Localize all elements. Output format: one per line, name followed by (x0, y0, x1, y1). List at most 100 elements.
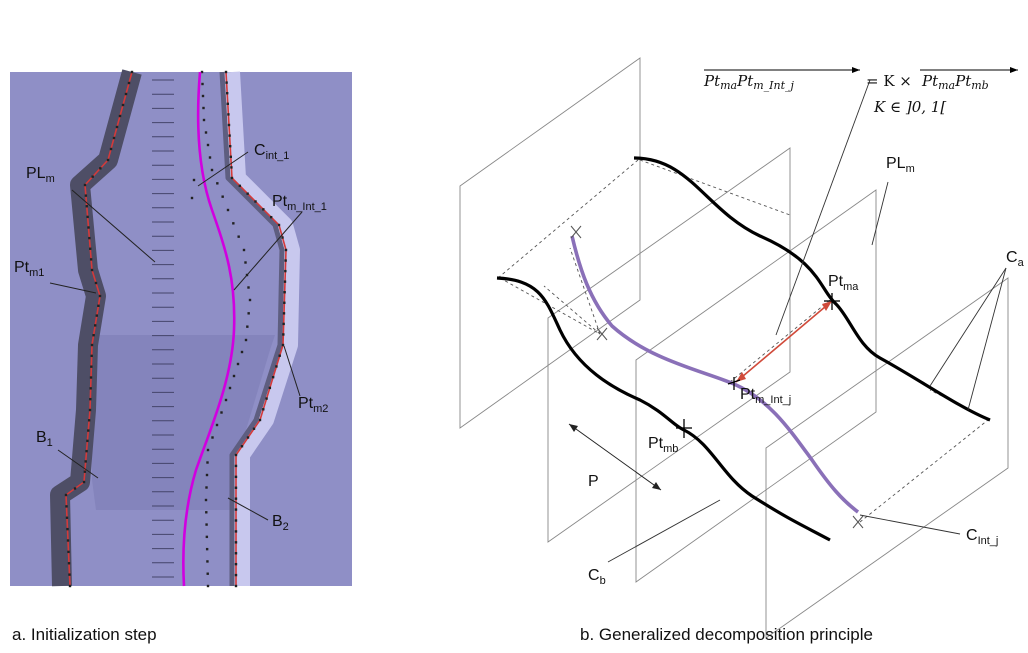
int-point (247, 312, 250, 315)
b1-point (89, 258, 93, 261)
int-point (201, 94, 205, 98)
b1-point (67, 562, 71, 565)
constraint: K ∈ ]0, 1[ (873, 98, 946, 116)
b1-point (68, 573, 71, 576)
int-point (206, 560, 209, 563)
b1-point (90, 268, 94, 272)
b2-point (268, 386, 272, 390)
small-markers (570, 225, 864, 529)
int-point (247, 286, 250, 289)
b1-point (118, 114, 122, 118)
b2-points (224, 70, 288, 588)
b2-point (246, 192, 249, 195)
vector-arrowhead-1 (822, 301, 832, 311)
b1-point (109, 147, 113, 151)
int-point (221, 195, 224, 198)
right-highlight (224, 71, 300, 586)
b1-point (95, 314, 98, 317)
b1-point (85, 449, 88, 453)
b1-point (87, 226, 90, 229)
curve-c-b (496, 276, 831, 542)
b2-point (283, 291, 286, 294)
plane-2 (547, 147, 791, 543)
b2-point (234, 541, 238, 544)
vector-pt-ma-pt-mint (735, 300, 833, 383)
int-point (205, 486, 208, 489)
b2-point (258, 418, 262, 422)
b2-point (275, 365, 278, 368)
b1-point (67, 550, 70, 554)
b2-point (271, 375, 275, 379)
int-point (232, 222, 235, 225)
b1-point (124, 92, 128, 96)
int-point (201, 82, 204, 86)
plane-4 (765, 277, 1009, 639)
b2-point (228, 134, 231, 137)
b1-point (99, 167, 102, 170)
b2-point (234, 530, 238, 533)
b1-point (88, 236, 91, 240)
b1-point (89, 387, 92, 390)
b2-point (240, 445, 244, 448)
b1-point (90, 365, 93, 368)
planes (459, 57, 1009, 639)
b2-point (234, 584, 238, 588)
b1-point (92, 334, 95, 337)
b1-point (66, 527, 69, 531)
b1-points (64, 70, 134, 588)
int-point (211, 436, 214, 439)
b2-point (234, 519, 238, 522)
int-point (242, 248, 246, 252)
markers (676, 293, 840, 438)
b2-point (284, 269, 287, 273)
panel-a-leaders (49, 151, 303, 521)
b2-point (252, 427, 256, 430)
int-point (204, 131, 208, 134)
int-point (206, 461, 209, 464)
int-point (200, 70, 204, 74)
dashed-lines (497, 159, 991, 523)
int-point (236, 362, 240, 366)
int-point (237, 235, 240, 238)
int-point (208, 156, 212, 159)
b1-point (83, 183, 87, 187)
b1-point (115, 125, 119, 129)
caption-b: b. Generalized decomposition principle (580, 625, 873, 644)
b2-point (246, 436, 250, 439)
b2-point (234, 497, 238, 500)
vector-arrowhead-2 (736, 372, 746, 382)
b1-point (94, 324, 97, 327)
b2-point (281, 236, 284, 239)
equation: PtmaPtm_Int_j = K × PtmaPtmb K ∈ ]0, 1[ (703, 67, 1018, 116)
b1-point (127, 81, 131, 85)
int-point (205, 523, 208, 526)
b2-point (234, 573, 238, 577)
svg-text:PtmaPtm_Int_j: PtmaPtm_Int_j (703, 72, 795, 92)
label-pt-m2: Ptm2 (298, 395, 328, 415)
curve-c-a (633, 156, 991, 422)
b1-point (106, 158, 110, 162)
label-c-a: Ca (1006, 249, 1025, 269)
b1-point (87, 419, 91, 422)
b2-point (238, 184, 242, 188)
label-b1: B1 (36, 429, 53, 449)
b2-point (262, 408, 265, 411)
label-pt-m-int-1: Ptm_Int_1 (272, 193, 327, 213)
int-point (192, 178, 196, 182)
label-p: P (588, 473, 599, 490)
right-shadow (219, 71, 285, 586)
b1-point (73, 487, 77, 490)
plane-pl-m (635, 189, 877, 583)
int-point (206, 143, 210, 147)
pl-m-ticks (152, 79, 174, 578)
b2-point (282, 322, 285, 326)
label-pt-ma: Ptma (828, 273, 859, 293)
b2-point (283, 280, 287, 283)
b2-point (265, 397, 268, 400)
int-point (205, 535, 209, 539)
b1-point (84, 460, 87, 463)
b2-point (277, 223, 281, 227)
b1-point (90, 343, 94, 347)
int-point (240, 350, 244, 354)
b2-point (283, 301, 286, 304)
